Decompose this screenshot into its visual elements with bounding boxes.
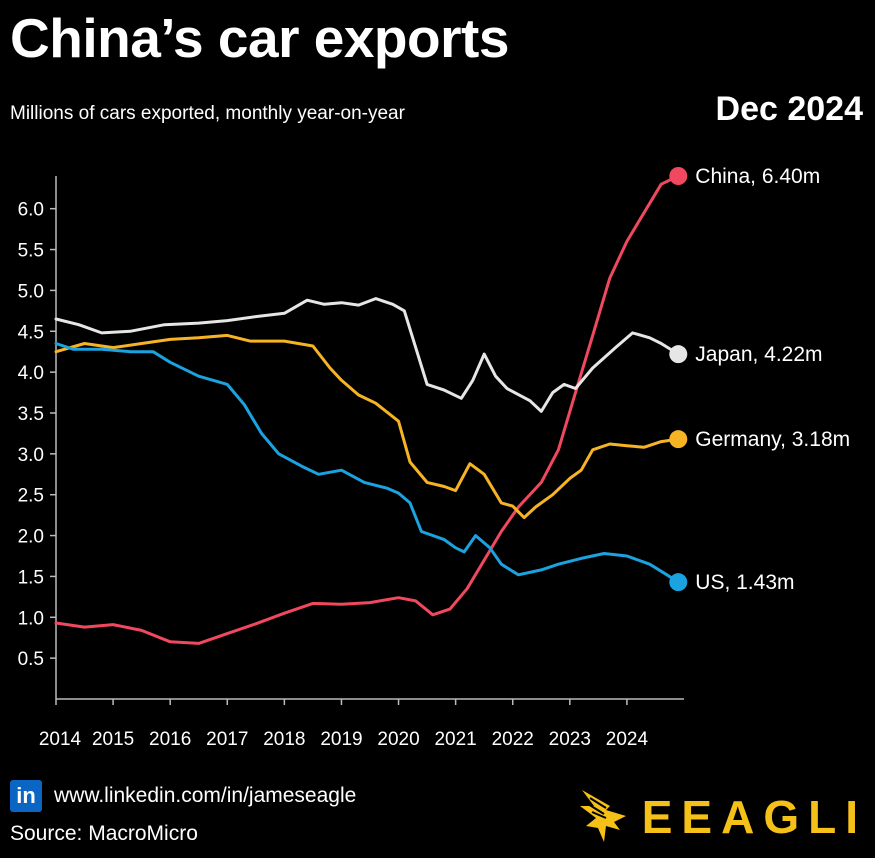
series-line-china <box>54 174 680 645</box>
y-tick-label: 2.5 <box>18 486 44 507</box>
series-line-germany <box>54 333 680 520</box>
series-end-dot-china <box>669 167 688 185</box>
y-tick-label: 3.0 <box>18 445 44 466</box>
series-end-dot-us <box>669 573 688 592</box>
chart-title: China’s car exports <box>10 7 509 69</box>
linkedin-icon: in <box>10 780 42 812</box>
date-label: Dec 2024 <box>715 90 863 128</box>
x-tick-label: 2023 <box>549 729 591 750</box>
x-tick-label: 2018 <box>263 729 305 750</box>
linkedin-url[interactable]: www.linkedin.com/in/jameseagle <box>54 784 357 807</box>
chart-series-lines <box>54 174 680 645</box>
x-tick-label: 2014 <box>39 729 82 750</box>
x-tick-label: 2015 <box>92 729 134 750</box>
linkedin-link[interactable]: in www.linkedin.com/in/jameseagle <box>10 780 356 812</box>
y-tick-label: 6.0 <box>18 200 44 221</box>
series-end-dot-germany <box>669 430 688 449</box>
series-label-us: US, 1.43m <box>695 571 794 594</box>
source-note: Source: MacroMicro <box>10 822 198 845</box>
x-tick-label: 2017 <box>206 729 248 750</box>
brand-logo: EEAGLI <box>576 786 867 848</box>
series-line-us <box>54 342 680 584</box>
y-tick-label: 4.5 <box>18 322 44 343</box>
x-tick-label: 2024 <box>606 729 649 750</box>
eagle-icon <box>579 790 626 842</box>
series-label-china: China, 6.40m <box>695 165 820 188</box>
x-tick-label: 2022 <box>492 729 534 750</box>
x-tick-label: 2021 <box>434 729 476 750</box>
series-label-germany: Germany, 3.18m <box>695 428 850 451</box>
y-tick-label: 1.0 <box>18 608 44 629</box>
y-tick-label: 0.5 <box>18 649 44 670</box>
brand-name: EEAGLI <box>641 791 867 843</box>
chart-subtitle: Millions of cars exported, monthly year-… <box>10 103 405 124</box>
series-end-dot-japan <box>669 345 688 364</box>
x-tick-label: 2019 <box>320 729 362 750</box>
chart-series-labels: China, 6.40m Japan, 4.22m Germany, 3.18m US… <box>669 165 850 594</box>
series-label-japan: Japan, 4.22m <box>695 343 822 366</box>
y-tick-label: 3.5 <box>18 404 44 425</box>
y-tick-label: 1.5 <box>18 567 44 588</box>
x-tick-label: 2016 <box>149 729 191 750</box>
y-tick-label: 5.0 <box>18 281 44 302</box>
line-chart: 0.5 1.0 1.5 2.0 2.5 3.0 3.5 4.0 4.5 5.0 5.5 6.0 2014… <box>18 165 851 750</box>
y-tick-label: 4.0 <box>18 363 44 384</box>
x-tick-label: 2020 <box>377 729 419 750</box>
series-line-japan <box>54 297 680 413</box>
chart-axes: 0.5 1.0 1.5 2.0 2.5 3.0 3.5 4.0 4.5 5.0 5.5 6.0 2014… <box>18 176 684 750</box>
y-tick-label: 2.0 <box>18 527 44 548</box>
y-tick-label: 5.5 <box>18 241 44 262</box>
